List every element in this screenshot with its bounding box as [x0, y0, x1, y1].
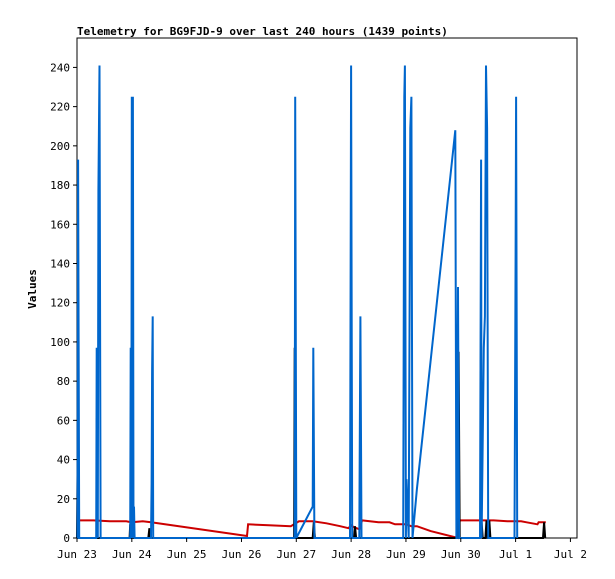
x-tick-label: Jun 26 [222, 548, 262, 561]
x-tick-label: Jun 25 [167, 548, 207, 561]
x-tick-label: Jul 1 [499, 548, 532, 561]
x-tick-label: Jun 29 [386, 548, 426, 561]
x-tick-label: Jun 30 [441, 548, 481, 561]
y-tick-label: 120 [50, 297, 70, 310]
y-tick-label: 0 [63, 532, 70, 545]
y-tick-label: 200 [50, 140, 70, 153]
y-axis-label: Values [26, 269, 39, 309]
y-tick-label: 240 [50, 61, 70, 74]
chart-title: Telemetry for BG9FJD-9 over last 240 hou… [77, 25, 448, 38]
x-tick-label: Jul 2 [554, 548, 587, 561]
series-line-blue [76, 65, 519, 539]
series-layer [76, 65, 547, 540]
y-tick-label: 20 [57, 493, 70, 506]
y-tick-label: 180 [50, 179, 70, 192]
y-tick-label: 220 [50, 101, 70, 114]
y-tick-label: 40 [57, 454, 70, 467]
x-tick-label: Jun 27 [276, 548, 316, 561]
x-tick-label: Jun 24 [112, 548, 152, 561]
y-tick-label: 80 [57, 375, 70, 388]
y-tick-label: 60 [57, 414, 70, 427]
axis-layer: 0 20 40 60 80 100 120 140 160 180 200 220 240 Jun 23 J… [50, 61, 587, 561]
y-tick-label: 140 [50, 257, 70, 270]
y-tick-label: 160 [50, 218, 70, 231]
x-tick-label: Jun 28 [331, 548, 371, 561]
y-tick-label: 100 [50, 336, 70, 349]
x-tick-label: Jun 23 [57, 548, 97, 561]
